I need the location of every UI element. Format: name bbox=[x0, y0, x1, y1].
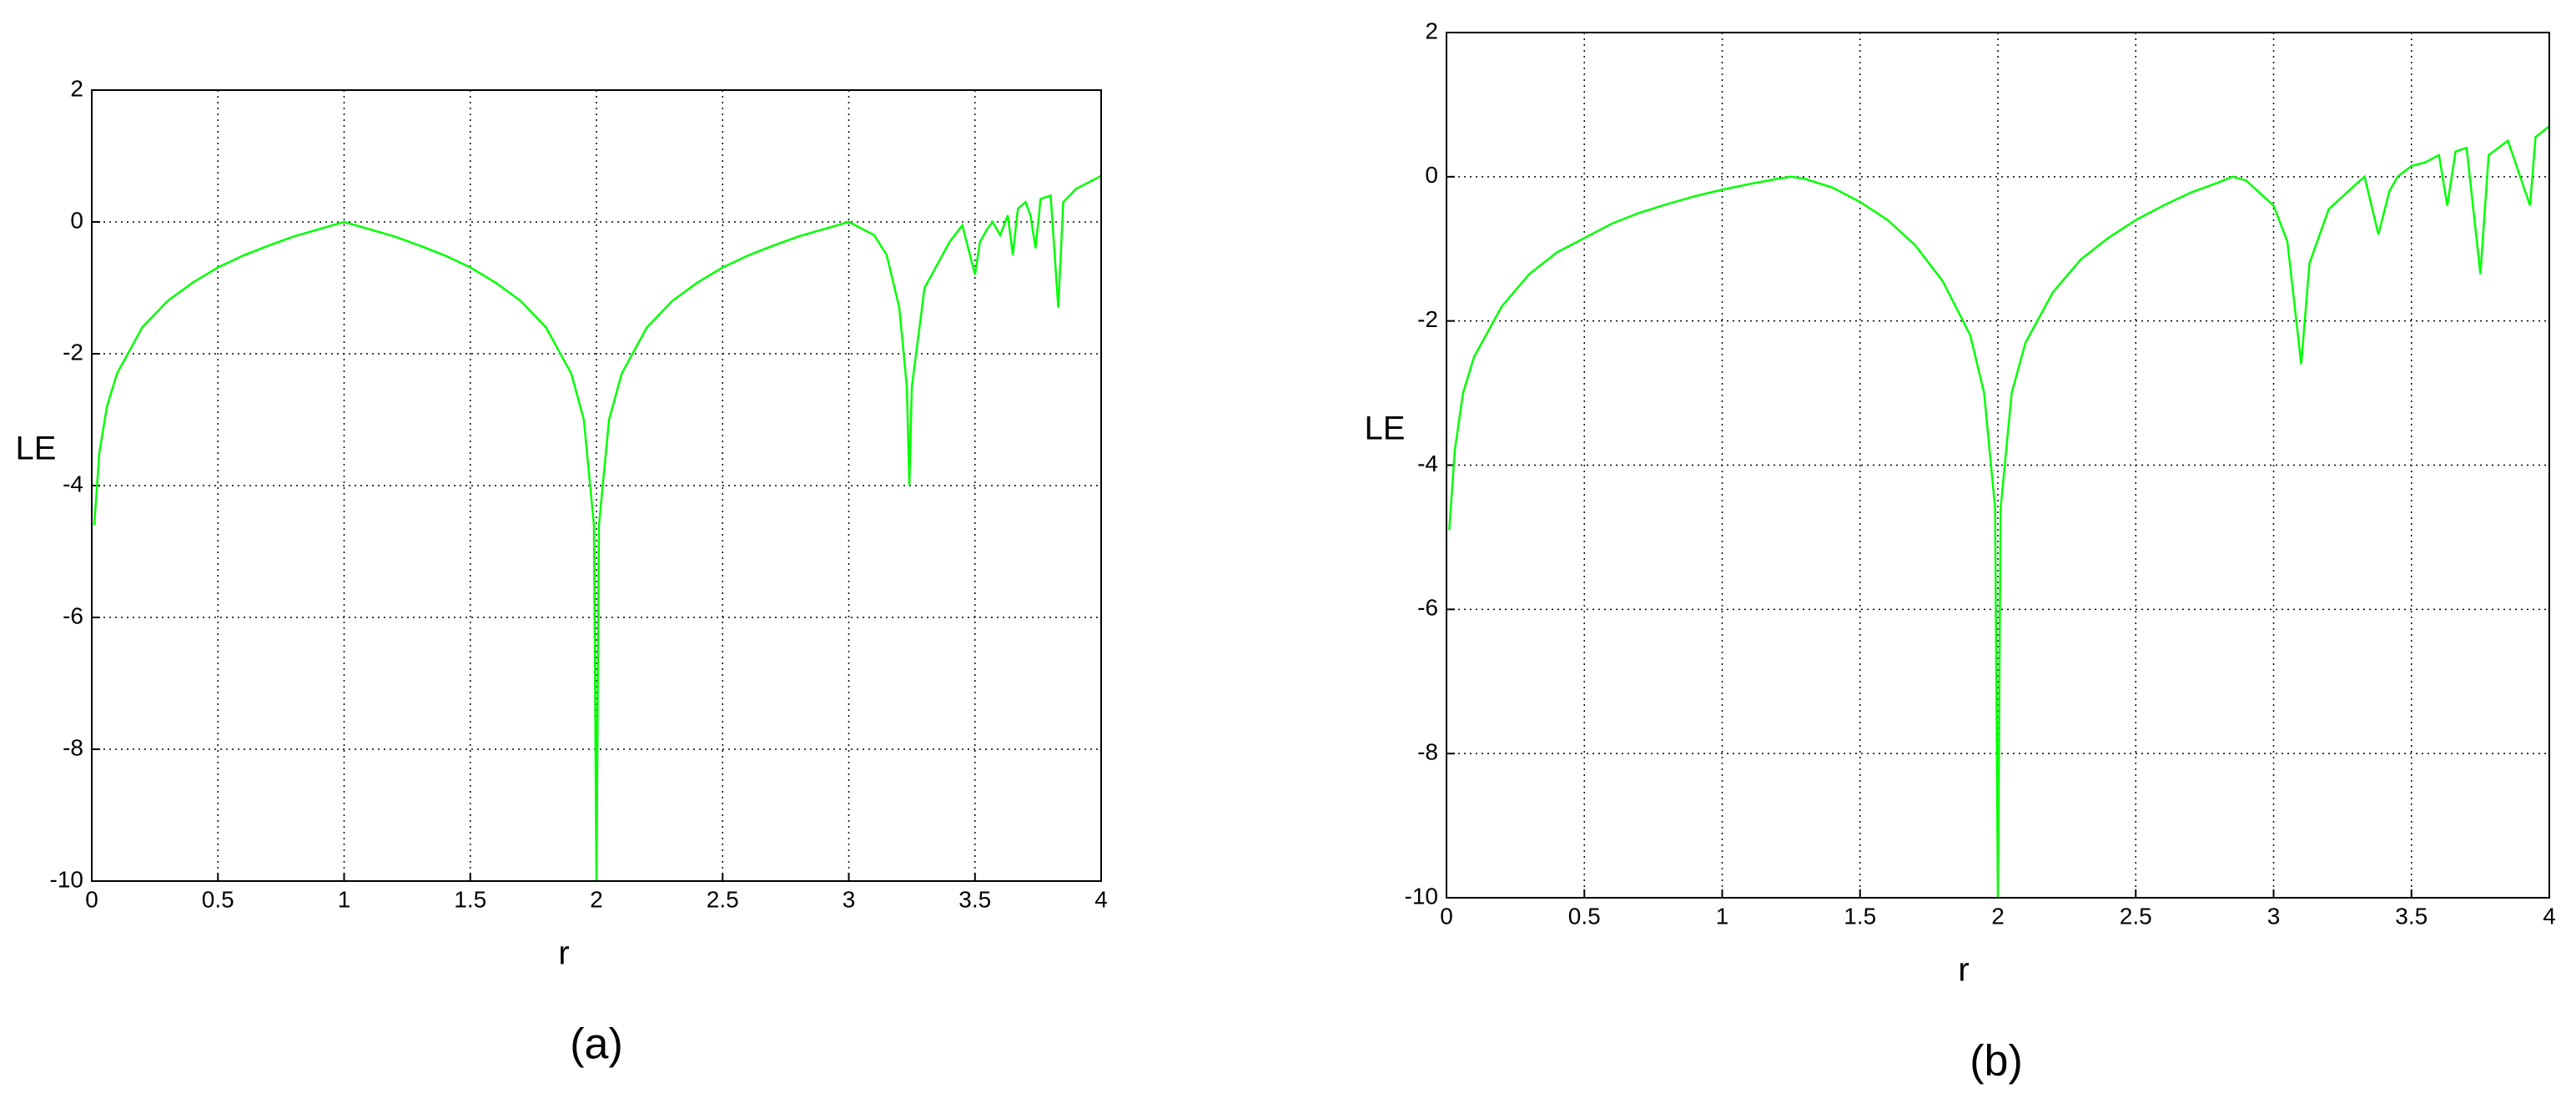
panel-label: (b) bbox=[1970, 1037, 2023, 1085]
x-tick-label: 0 bbox=[85, 886, 98, 912]
y-tick-label: -2 bbox=[1417, 306, 1438, 332]
x-tick-label: 2 bbox=[1991, 903, 2005, 929]
plot-frame bbox=[91, 89, 1102, 882]
x-tick-label: 1.5 bbox=[1844, 903, 1876, 929]
y-tick-label: -8 bbox=[1417, 739, 1438, 765]
x-tick-label: 3 bbox=[2267, 903, 2281, 929]
y-axis-label: LE bbox=[16, 431, 57, 467]
data-line bbox=[93, 174, 1102, 882]
y-tick-label: -6 bbox=[63, 602, 83, 628]
x-tick-label: 4 bbox=[2543, 903, 2556, 929]
y-tick-label: -2 bbox=[63, 339, 83, 365]
x-axis-label: r bbox=[558, 935, 569, 972]
x-axis-label: r bbox=[1958, 952, 1969, 989]
y-tick-label: -4 bbox=[1417, 451, 1438, 476]
y-tick-label: 0 bbox=[1425, 162, 1438, 188]
y-tick-label: 2 bbox=[70, 75, 83, 101]
x-tick-label: 2.5 bbox=[707, 886, 739, 912]
y-tick-label: -10 bbox=[1405, 883, 1438, 909]
x-tick-label: 0.5 bbox=[1568, 903, 1601, 929]
plot-frame bbox=[1446, 32, 2550, 899]
x-tick-label: 1 bbox=[1716, 903, 1729, 929]
data-line bbox=[1448, 125, 2550, 899]
panel-label: (a) bbox=[570, 1020, 623, 1069]
x-tick-label: 1.5 bbox=[454, 886, 486, 912]
y-tick-label: -6 bbox=[1417, 595, 1438, 621]
x-tick-label: 0 bbox=[1440, 903, 1453, 929]
y-tick-label: -8 bbox=[63, 734, 83, 760]
x-tick-label: 3.5 bbox=[958, 886, 991, 912]
y-tick-label: -4 bbox=[63, 471, 83, 496]
x-tick-label: 0.5 bbox=[202, 886, 234, 912]
y-tick-label: -10 bbox=[50, 866, 83, 892]
x-tick-label: 1 bbox=[338, 886, 351, 912]
x-tick-label: 3.5 bbox=[2395, 903, 2428, 929]
y-tick-label: 0 bbox=[70, 207, 83, 233]
x-tick-label: 4 bbox=[1094, 886, 1108, 912]
y-axis-label: LE bbox=[1365, 410, 1406, 447]
x-tick-label: 2.5 bbox=[2120, 903, 2152, 929]
y-tick-label: 2 bbox=[1425, 18, 1438, 43]
x-tick-label: 2 bbox=[590, 886, 603, 912]
x-tick-label: 3 bbox=[843, 886, 856, 912]
